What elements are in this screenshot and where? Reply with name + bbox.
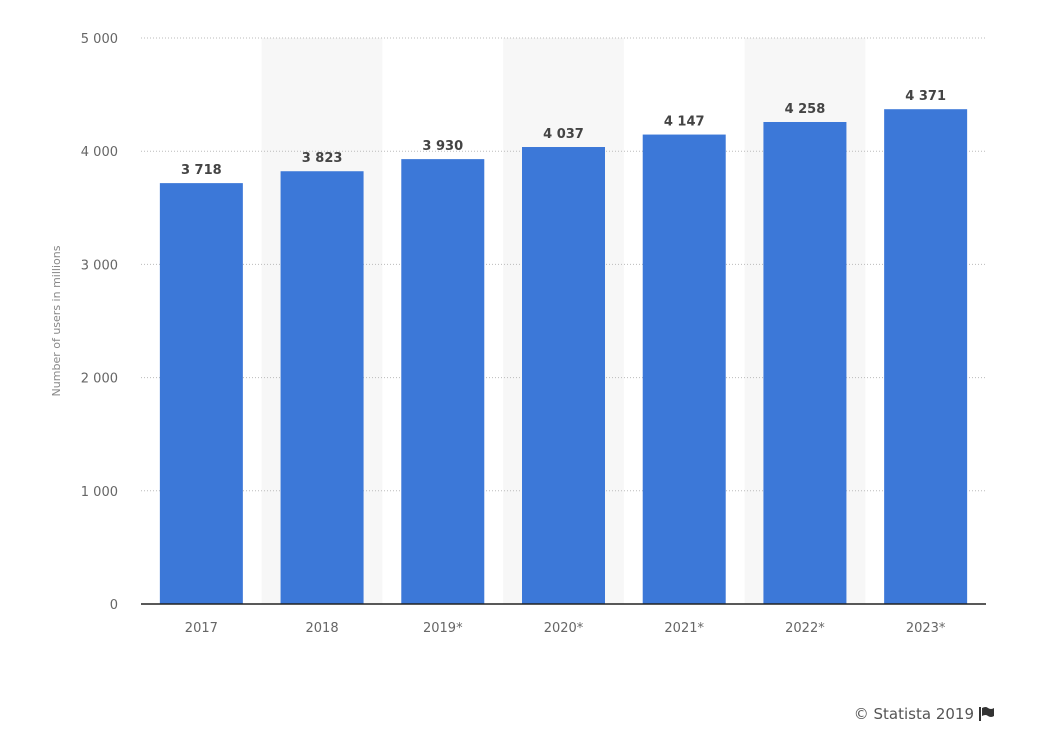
data-label: 3 718: [181, 163, 222, 178]
bar-2017: [159, 183, 243, 604]
y-tick-label: 2 000: [81, 372, 118, 387]
credit-text: © Statista 2019: [853, 705, 974, 723]
y-tick-label: 1 000: [81, 485, 118, 500]
bar-2023*: [884, 109, 968, 605]
data-label: 4 147: [664, 115, 705, 130]
bar-2021*: [642, 134, 726, 604]
x-tick-label: 2019*: [423, 621, 463, 636]
data-label: 4 371: [905, 89, 946, 104]
y-tick-label: 4 000: [81, 145, 118, 160]
bar-2022*: [763, 121, 847, 605]
data-label: 4 258: [785, 102, 826, 117]
bar-2019*: [401, 159, 485, 604]
x-tick-label: 2021*: [664, 621, 704, 636]
data-label: 3 823: [302, 151, 343, 166]
y-tick-label: 0: [110, 598, 118, 613]
y-axis-title: Number of users in millions: [50, 245, 63, 396]
x-tick-label: 2020*: [544, 621, 584, 636]
data-label: 4 037: [543, 127, 584, 142]
statista-credit[interactable]: © Statista 2019: [854, 705, 994, 723]
bar-2020*: [522, 147, 605, 604]
flag-icon[interactable]: [979, 707, 994, 721]
bar-2018: [280, 171, 364, 605]
x-tick-label: 2022*: [785, 621, 825, 636]
data-label: 3 930: [422, 139, 463, 154]
x-tick-label: 2023*: [906, 621, 946, 636]
y-tick-label: 5 000: [81, 32, 118, 47]
x-tick-label: 2018: [306, 621, 339, 636]
x-tick-label: 2017: [185, 621, 218, 636]
y-tick-label: 3 000: [81, 258, 118, 273]
